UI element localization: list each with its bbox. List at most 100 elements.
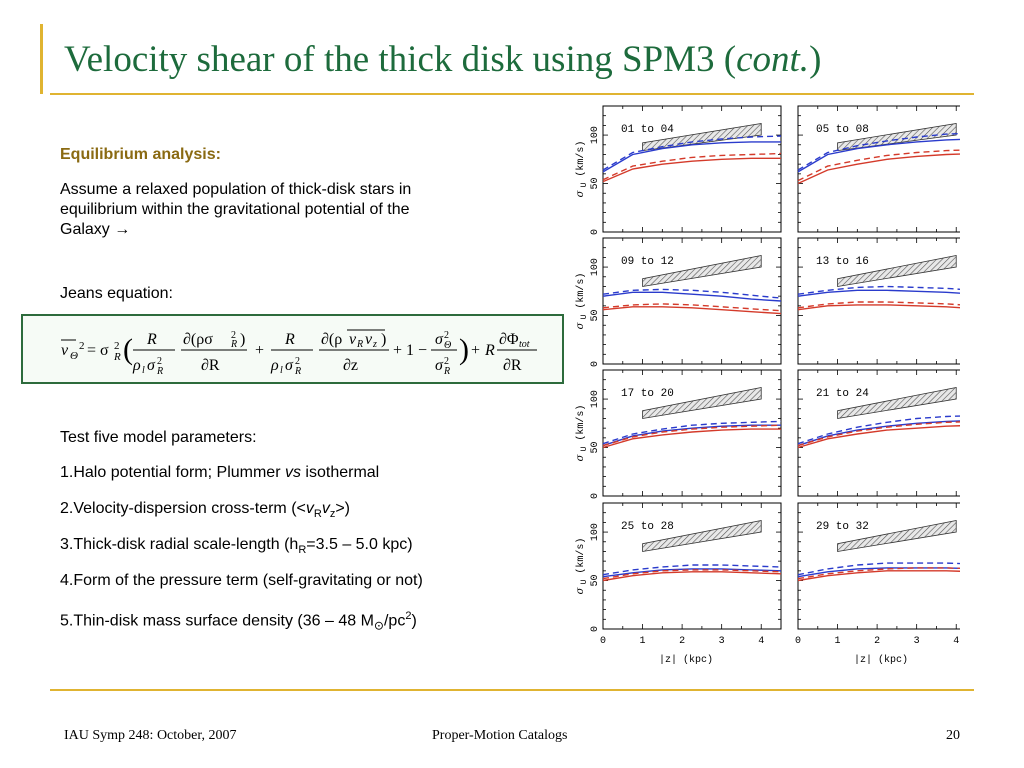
svg-text:R: R [356, 339, 363, 350]
blue-dashed-curve [797, 132, 960, 171]
svg-text:2: 2 [444, 330, 449, 341]
panel-label: 01 to 04 [621, 124, 674, 136]
red-dashed-curve [602, 152, 782, 181]
title-divider [50, 93, 974, 95]
red-solid-curve [797, 425, 960, 449]
red-solid-curve [797, 570, 960, 582]
panel-label: 05 to 08 [816, 124, 869, 136]
red-solid-curve [797, 153, 960, 185]
y-tick-label: 100 [590, 390, 601, 408]
svg-text:+: + [255, 342, 264, 359]
svg-text:+: + [471, 342, 480, 359]
svg-text:∂(ρ: ∂(ρ [321, 331, 342, 348]
y-tick-label: 100 [590, 126, 601, 144]
y-tick-label: 0 [590, 626, 601, 632]
svg-text:Θ: Θ [70, 350, 78, 362]
red-dashed-curve [797, 149, 960, 182]
svg-text:R: R [113, 351, 121, 363]
x-tick-label: 4 [953, 636, 959, 647]
svg-text:R: R [156, 366, 163, 377]
svg-text:R: R [443, 366, 450, 377]
page-number: 20 [946, 728, 960, 743]
jeans-equation: v Θ 2 = σ 2 R ( R ρ l σ 2 R ∂(ρ σ 2 R ) ∂… [61, 329, 537, 377]
panel-frame [797, 237, 960, 365]
svg-text:ρ: ρ [132, 357, 141, 374]
arrow-icon: → [114, 221, 131, 238]
svg-text:σ: σ [435, 357, 444, 374]
svg-text:): ) [459, 333, 469, 366]
red-dashed-curve [602, 569, 782, 580]
svg-text:R: R [146, 331, 157, 348]
svg-text:ρ: ρ [270, 357, 279, 374]
blue-solid-curve [797, 289, 960, 297]
blue-solid-curve [797, 567, 960, 578]
y-tick-label: 0 [590, 229, 601, 235]
svg-text:(: ( [123, 333, 133, 366]
svg-text:R: R [294, 366, 301, 377]
svg-text:2: 2 [295, 356, 300, 367]
blue-solid-curve [602, 424, 781, 447]
list-item: 1.Halo potential form; Plummer vs isothe… [60, 464, 380, 481]
slide-title: Velocity shear of the thick disk using S… [64, 39, 822, 80]
svg-text:R: R [284, 331, 295, 348]
svg-text:= σ: = σ [87, 342, 109, 359]
params-intro: Test five model parameters: [60, 429, 257, 446]
svg-text:2: 2 [444, 356, 449, 367]
model-band [642, 519, 762, 552]
list-item: 2.Velocity-dispersion cross-term (<vRvz>… [60, 500, 350, 521]
svg-text:2: 2 [231, 330, 236, 341]
model-band [642, 386, 762, 419]
list-item: 3.Thick-disk radial scale-length (hR=3.5… [60, 536, 413, 557]
red-solid-curve [797, 304, 960, 311]
footer-divider [50, 689, 974, 691]
panel-frame [797, 502, 960, 630]
y-tick-label: 0 [590, 361, 601, 367]
y-tick-label: 100 [590, 523, 601, 541]
y-tick-label: 50 [590, 310, 601, 322]
y-axis-label: σ U (km/s) [575, 538, 589, 595]
model-band [837, 519, 957, 552]
y-axis-label: σ U (km/s) [575, 141, 589, 198]
sun-icon: ⊙ [373, 618, 384, 633]
svg-text:2: 2 [79, 340, 85, 352]
y-axis-label: σ U (km/s) [575, 273, 589, 330]
blue-dashed-curve [797, 562, 960, 576]
y-axis-label: σ U (km/s) [575, 405, 589, 462]
y-tick-label: 50 [590, 178, 601, 190]
title-accent-bar [40, 24, 43, 94]
svg-text:): ) [240, 331, 245, 348]
panel-label: 25 to 28 [621, 521, 674, 533]
svg-text:R: R [484, 342, 495, 359]
x-tick-label: 2 [874, 636, 880, 647]
section-heading: Equilibrium analysis: [60, 146, 221, 163]
red-solid-curve [602, 571, 782, 582]
svg-text:σ: σ [147, 357, 156, 374]
model-band [642, 254, 762, 287]
svg-text:v: v [365, 331, 373, 348]
svg-text:∂Φ: ∂Φ [499, 331, 519, 348]
list-item: 5.Thin-disk mass surface density (36 – 4… [60, 610, 417, 633]
x-tick-label: 1 [835, 636, 841, 647]
x-tick-label: 2 [679, 636, 685, 647]
red-dashed-curve [797, 421, 960, 447]
x-tick-label: 3 [719, 636, 725, 647]
x-tick-label: 0 [795, 636, 801, 647]
panel-label: 17 to 20 [621, 388, 674, 400]
svg-text:2: 2 [114, 340, 120, 352]
svg-text:∂z: ∂z [343, 357, 358, 374]
svg-text:∂R: ∂R [503, 357, 522, 374]
jeans-equation-box: v Θ 2 = σ 2 R ( R ρ l σ 2 R ∂(ρ σ 2 R ) ∂… [21, 314, 564, 384]
svg-text:∂R: ∂R [201, 357, 220, 374]
svg-text:R: R [230, 339, 237, 350]
blue-solid-curve [602, 568, 782, 578]
svg-text:l: l [280, 365, 283, 376]
footer-left: IAU Symp 248: October, 2007 [64, 728, 237, 743]
svg-text:v: v [349, 331, 357, 348]
x-tick-label: 3 [914, 636, 920, 647]
blue-solid-curve [797, 138, 960, 173]
blue-solid-curve [602, 291, 782, 302]
model-band [837, 254, 957, 287]
blue-dashed-curve [602, 564, 782, 576]
jeans-label: Jeans equation: [60, 285, 173, 302]
